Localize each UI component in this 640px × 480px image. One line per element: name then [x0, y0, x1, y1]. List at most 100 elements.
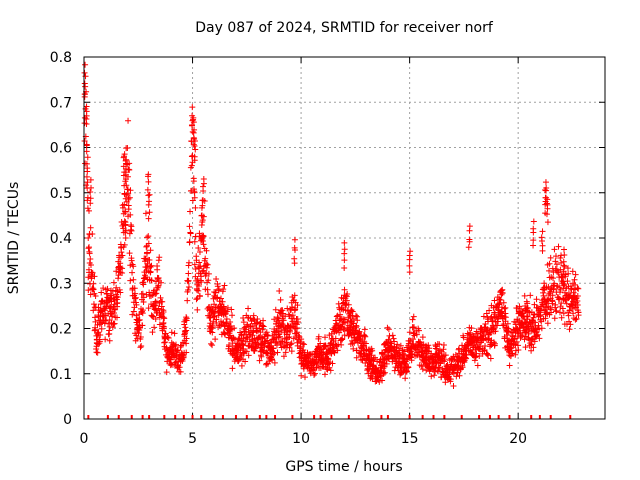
data-point [111, 320, 118, 327]
spike-point [561, 246, 568, 253]
data-point [129, 311, 136, 318]
data-point [555, 269, 562, 276]
spike-point [406, 262, 413, 269]
data-point [361, 332, 368, 339]
data-point [574, 285, 581, 292]
data-point [289, 304, 296, 311]
data-point [132, 290, 139, 297]
data-point [442, 379, 449, 386]
data-point [474, 362, 481, 369]
data-point [286, 333, 293, 340]
data-point [89, 269, 96, 276]
data-point [212, 289, 219, 296]
data-point [557, 266, 564, 273]
spike-point [530, 242, 537, 249]
data-point [301, 341, 308, 348]
data-point [403, 356, 410, 363]
data-point [413, 331, 420, 338]
data-point [231, 325, 238, 332]
spike-point [144, 173, 151, 180]
data-point [229, 365, 236, 372]
data-point [512, 351, 519, 358]
data-point [245, 352, 252, 359]
data-point [560, 310, 567, 317]
data-point [411, 324, 417, 331]
data-point [276, 333, 283, 340]
data-point [82, 61, 89, 68]
data-point [326, 364, 333, 371]
data-point [191, 189, 198, 196]
data-point [132, 295, 139, 302]
data-point [148, 277, 155, 284]
data-point [553, 307, 560, 314]
data-point [350, 345, 357, 352]
data-point [106, 327, 113, 334]
data-point [229, 312, 236, 319]
data-point [256, 357, 263, 364]
data-point [121, 218, 128, 225]
data-point [575, 309, 582, 316]
data-point [453, 373, 460, 380]
data-point [337, 327, 344, 334]
data-point [391, 338, 398, 345]
y-tick-label: 0.8 [50, 50, 72, 66]
spike-point [539, 228, 546, 235]
data-point [155, 274, 162, 281]
data-point [542, 315, 549, 322]
spike-point [530, 218, 537, 225]
data-point [94, 349, 101, 356]
spike-point [84, 154, 91, 161]
data-point [260, 317, 267, 324]
data-point [196, 248, 203, 255]
data-point [271, 359, 278, 366]
data-point [352, 312, 359, 319]
data-point [212, 308, 219, 315]
data-point [302, 374, 309, 381]
data-point [161, 315, 168, 322]
spike-point [190, 141, 197, 148]
spike-point [190, 119, 197, 126]
spike-point [466, 238, 473, 245]
spike-point [87, 200, 94, 207]
data-point [160, 307, 167, 314]
data-point [361, 326, 368, 333]
data-point [150, 287, 157, 294]
data-point [203, 247, 210, 254]
data-point [441, 356, 448, 363]
spike-point [122, 234, 129, 241]
data-point [417, 339, 424, 346]
data-point [491, 340, 498, 347]
data-point [415, 327, 422, 334]
data-point [259, 322, 266, 329]
data-point [536, 335, 543, 342]
data-point [281, 335, 288, 342]
data-point [556, 284, 563, 291]
data-point [98, 289, 105, 296]
data-point [168, 329, 175, 336]
data-point [180, 354, 187, 361]
data-point [191, 238, 198, 245]
data-point [85, 287, 92, 294]
data-point [177, 368, 184, 375]
data-point [552, 258, 559, 265]
spike-point [121, 241, 128, 248]
data-point [113, 268, 120, 275]
data-point [353, 323, 360, 330]
data-point [132, 294, 139, 301]
data-point [456, 345, 463, 352]
spike-point [125, 196, 132, 203]
spike-point [544, 205, 551, 212]
data-point [185, 284, 192, 291]
data-point [500, 299, 507, 306]
data-point [561, 263, 568, 270]
data-point [553, 261, 560, 268]
data-point [294, 302, 301, 309]
data-point [92, 293, 99, 300]
spike-point [530, 229, 537, 236]
data-point [185, 287, 191, 294]
data-point [425, 342, 432, 349]
data-point [258, 353, 265, 360]
data-point [204, 291, 211, 298]
data-point [144, 249, 151, 256]
data-point [204, 261, 211, 268]
